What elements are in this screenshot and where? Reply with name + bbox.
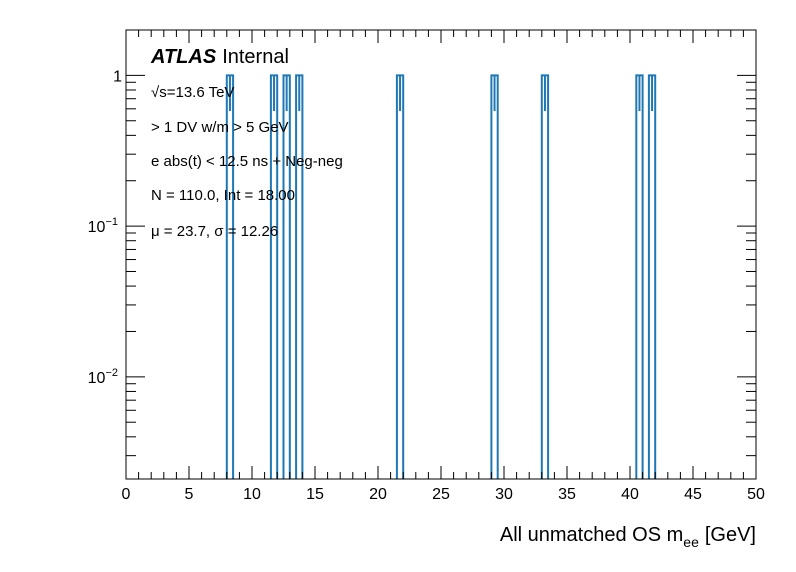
x-axis-label: All unmatched OS mee [GeV] bbox=[500, 524, 756, 550]
y-tick-label: 1 bbox=[113, 68, 122, 85]
histogram-bin bbox=[295, 74, 304, 479]
x-tick-label: 0 bbox=[122, 486, 131, 503]
x-axis-ticks bbox=[125, 30, 757, 479]
x-tick-label: 50 bbox=[747, 486, 765, 503]
histogram-bin bbox=[647, 74, 657, 479]
x-tick-label: 30 bbox=[495, 486, 513, 503]
mu-sigma-annotation: μ = 23.7, σ = 12.26 bbox=[151, 223, 278, 240]
histogram-bin bbox=[540, 74, 550, 479]
y-tick-labels: 1 10−1 10−2 bbox=[88, 68, 122, 386]
y-tick-label: 10−1 bbox=[88, 216, 118, 236]
x-tick-label: 25 bbox=[432, 486, 450, 503]
atlas-label: ATLAS Internal bbox=[150, 46, 289, 68]
energy-annotation: √s=13.6 TeV bbox=[151, 84, 234, 101]
x-tick-label: 15 bbox=[306, 486, 324, 503]
histogram-bin bbox=[282, 74, 291, 479]
x-tick-label: 20 bbox=[369, 486, 387, 503]
y-tick-label: 10−2 bbox=[88, 367, 118, 387]
x-tick-label: 40 bbox=[621, 486, 639, 503]
y-axis-ticks bbox=[126, 29, 756, 457]
x-tick-label: 35 bbox=[558, 486, 576, 503]
histogram-bin bbox=[225, 74, 235, 479]
histogram-bin bbox=[269, 74, 279, 479]
histogram-bin bbox=[395, 74, 405, 479]
stats-annotation: N = 110.0, Int = 18.00 bbox=[151, 187, 295, 204]
x-tick-labels: 0 5 10 15 20 25 30 35 40 45 50 bbox=[122, 486, 765, 503]
cut-annotation: e abs(t) < 12.5 ns + Neg-neg bbox=[151, 153, 343, 170]
x-tick-label: 10 bbox=[243, 486, 261, 503]
histogram-bin bbox=[490, 74, 499, 479]
x-tick-label: 45 bbox=[684, 486, 702, 503]
histogram-bins bbox=[225, 74, 657, 479]
histogram-bin bbox=[635, 74, 644, 479]
x-tick-label: 5 bbox=[185, 486, 194, 503]
selection-annotation: > 1 DV w/m > 5 GeV bbox=[151, 119, 289, 136]
